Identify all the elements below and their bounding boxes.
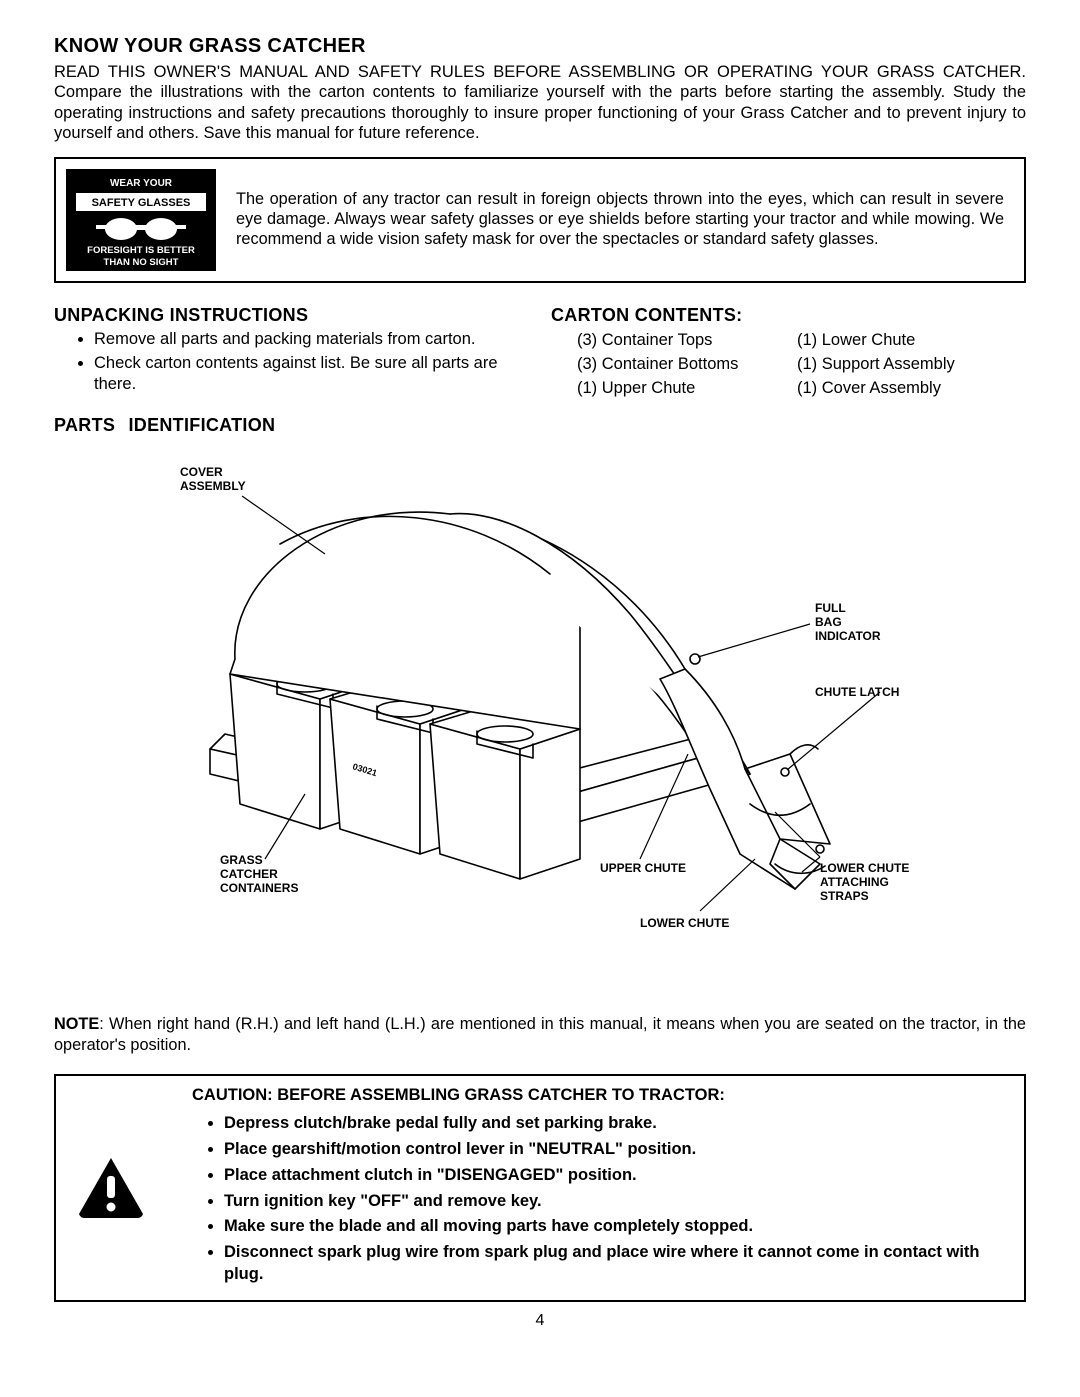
badge-line4: THAN NO SIGHT [104,257,179,268]
label-chute-latch: CHUTE LATCH [815,685,899,699]
note-label: NOTE [54,1015,99,1033]
label-cover-assembly: COVER ASSEMBLY [180,465,246,493]
list-item: Check carton contents against list. Be s… [94,353,529,396]
safety-text: The operation of any tractor can result … [236,190,1004,250]
list-item: Turn ignition key "OFF" and remove key. [224,1189,1006,1215]
list-item: (1) Lower Chute [797,329,955,353]
list-item: Place attachment clutch in "DISENGAGED" … [224,1163,1006,1189]
carton-col1: (3) Container Tops (3) Container Bottoms… [577,329,797,401]
list-item: (1) Cover Assembly [797,377,955,401]
list-item: (1) Support Assembly [797,353,955,377]
label-lower-straps: LOWER CHUTE ATTACHING STRAPS [820,861,913,903]
label-lower-chute: LOWER CHUTE [640,916,729,930]
list-item: (3) Container Bottoms [577,353,797,377]
carton-col2: (1) Lower Chute (1) Support Assembly (1)… [797,329,955,401]
note-body: : When right hand (R.H.) and left hand (… [54,1015,1026,1054]
label-upper-chute: UPPER CHUTE [600,861,686,875]
list-item: (3) Container Tops [577,329,797,353]
parts-diagram: COVER ASSEMBLY FULL BAG INDICATOR CHUTE … [130,444,950,964]
label-grass-catcher: GRASS CATCHER CONTAINERS [220,853,298,895]
badge-line2: SAFETY GLASSES [92,197,191,209]
page-title: KNOW YOUR GRASS CATCHER [54,35,1026,58]
unpacking-title: UNPACKING INSTRUCTIONS [54,305,529,326]
list-item: Depress clutch/brake pedal fully and set… [224,1111,1006,1137]
list-item: (1) Upper Chute [577,377,797,401]
carton-title: CARTON CONTENTS: [551,305,1026,326]
safety-glasses-badge: WEAR YOUR SAFETY GLASSES FORESIGHT IS BE… [66,169,216,271]
list-item: Disconnect spark plug wire from spark pl… [224,1240,1006,1288]
unpacking-list: Remove all parts and packing materials f… [54,329,529,395]
list-item: Make sure the blade and all moving parts… [224,1214,1006,1240]
caution-list: Depress clutch/brake pedal fully and set… [192,1111,1006,1287]
note-text: NOTE: When right hand (R.H.) and left ha… [54,1014,1026,1056]
caution-title: CAUTION: BEFORE ASSEMBLING GRASS CATCHER… [192,1086,1006,1105]
intro-text: READ THIS OWNER'S MANUAL AND SAFETY RULE… [54,62,1026,143]
badge-line1: WEAR YOUR [110,178,173,189]
warning-icon [77,1156,145,1218]
badge-line3: FORESIGHT IS BETTER [87,245,195,256]
caution-callout: CAUTION: BEFORE ASSEMBLING GRASS CATCHER… [54,1074,1026,1301]
safety-callout: WEAR YOUR SAFETY GLASSES FORESIGHT IS BE… [54,157,1026,283]
page-number: 4 [54,1312,1026,1330]
label-full-bag: FULL BAG INDICATOR [815,601,881,643]
list-item: Place gearshift/motion control lever in … [224,1137,1006,1163]
parts-id-title: PARTS IDENTIFICATION [54,415,1026,436]
list-item: Remove all parts and packing materials f… [94,329,529,350]
